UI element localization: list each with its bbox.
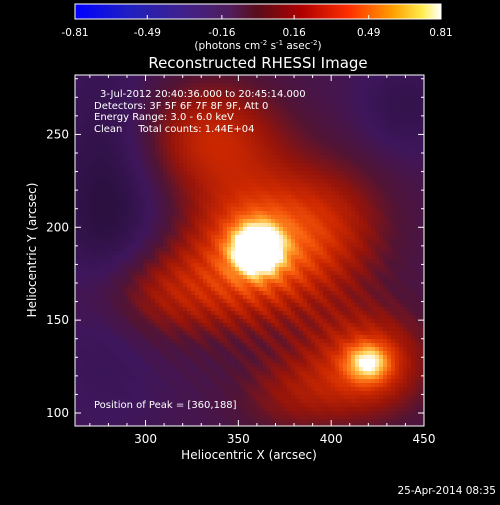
colorbar: [75, 4, 441, 19]
y-tick-label: 250: [46, 127, 69, 141]
y-axis-label: Heliocentric Y (arcsec): [25, 183, 39, 318]
colorbar-tick-label: 0.49: [357, 27, 380, 39]
timestamp: 25-Apr-2014 08:35: [397, 485, 496, 497]
x-tick-label: 300: [134, 432, 157, 446]
annotation-line-1: 3-Jul-2012 20:40:36.000 to 20:45:14.000: [100, 89, 306, 100]
colorbar-tick-label: 0.81: [429, 27, 452, 39]
x-tick-label: 400: [320, 432, 343, 446]
colorbar-tick-label: -0.81: [61, 27, 88, 39]
y-tick-label: 100: [46, 406, 69, 420]
chart-title: Reconstructed RHESSI Image: [148, 54, 367, 72]
annotation-line-2: Detectors: 3F 5F 6F 7F 8F 9F, Att 0: [94, 101, 268, 112]
x-axis-label: Heliocentric X (arcsec): [181, 448, 317, 462]
y-tick-label: 200: [46, 220, 69, 234]
colorbar-tick-label: -0.16: [208, 27, 235, 39]
x-tick-label: 450: [413, 432, 436, 446]
colorbar-tick-label: -0.49: [134, 27, 161, 39]
annotation-line-4: Clean Total counts: 1.44E+04: [94, 124, 254, 135]
peak-position-label: Position of Peak = [360,188]: [94, 400, 237, 411]
annotation-line-3: Energy Range: 3.0 - 6.0 keV: [94, 112, 234, 123]
x-tick-label: 350: [227, 432, 250, 446]
colorbar-label: (photons cm-2 s-1 asec-2): [194, 39, 321, 52]
y-tick-label: 150: [46, 313, 69, 327]
colorbar-tick-label: 0.16: [282, 27, 306, 39]
